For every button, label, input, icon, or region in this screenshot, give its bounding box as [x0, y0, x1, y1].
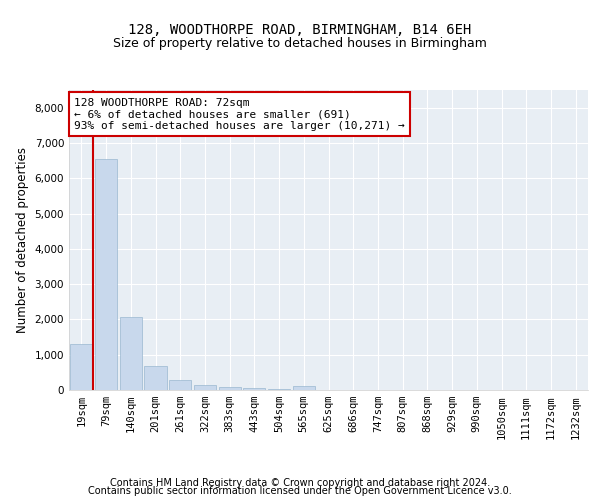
Bar	[169, 380, 191, 390]
Bar	[194, 386, 216, 390]
Text: Size of property relative to detached houses in Birmingham: Size of property relative to detached ho…	[113, 38, 487, 51]
Text: 128, WOODTHORPE ROAD, BIRMINGHAM, B14 6EH: 128, WOODTHORPE ROAD, BIRMINGHAM, B14 6E…	[128, 22, 472, 36]
Bar	[119, 316, 142, 390]
Bar	[95, 159, 117, 390]
Bar	[243, 388, 265, 390]
Bar	[70, 344, 92, 390]
Bar	[293, 386, 315, 390]
Text: Contains HM Land Registry data © Crown copyright and database right 2024.: Contains HM Land Registry data © Crown c…	[110, 478, 490, 488]
Text: Contains public sector information licensed under the Open Government Licence v3: Contains public sector information licen…	[88, 486, 512, 496]
Bar	[268, 388, 290, 390]
Text: 128 WOODTHORPE ROAD: 72sqm
← 6% of detached houses are smaller (691)
93% of semi: 128 WOODTHORPE ROAD: 72sqm ← 6% of detac…	[74, 98, 405, 130]
Y-axis label: Number of detached properties: Number of detached properties	[16, 147, 29, 333]
Bar	[145, 366, 167, 390]
Bar	[218, 387, 241, 390]
